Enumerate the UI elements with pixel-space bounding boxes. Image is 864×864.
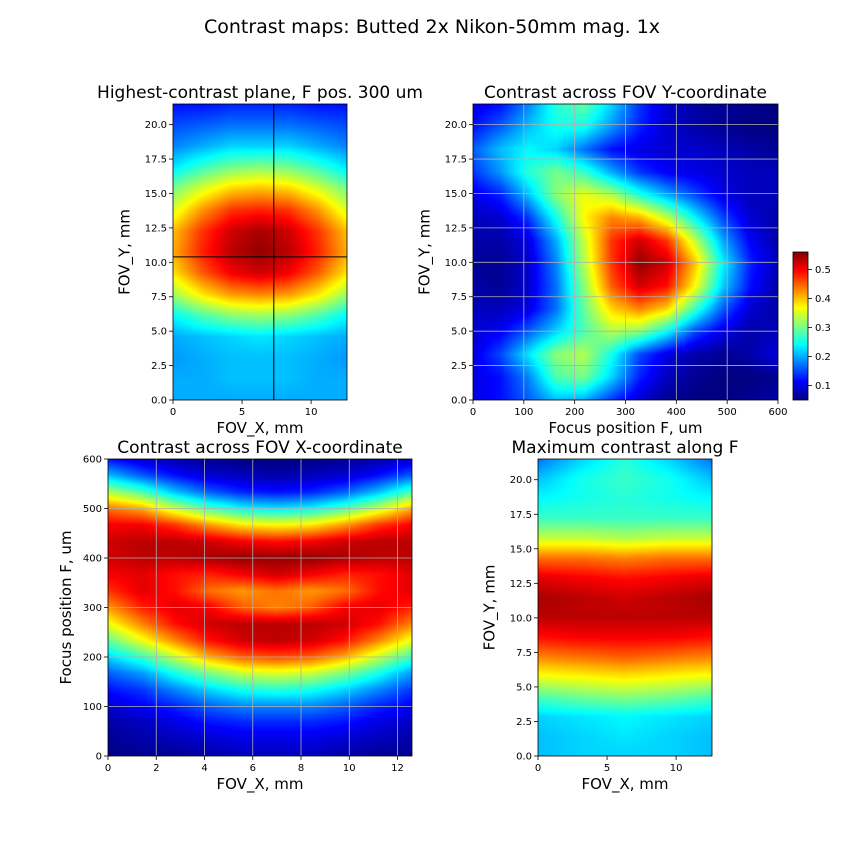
subplot-along-y: 0 100 200 300 400 500 600 0.0 2.5 5.0 7.5 10.0 12.5 1… [415,83,787,437]
y-tick-label: 20.0 [445,120,467,131]
subplot-title: Contrast across FOV X-coordinate [117,438,402,458]
y-tick-label: 17.5 [510,510,532,521]
y-tick-label: 2.5 [151,361,167,372]
x-axis-label: Focus position F, um [548,419,702,437]
y-axis-label: FOV_Y, mm [480,565,499,651]
y-tick-label: 15.0 [145,189,167,200]
subplot-title: Maximum contrast along F [512,438,739,458]
y-tick-label: 0.0 [151,396,167,407]
colorbar-gradient [793,252,808,400]
y-tick-label: 12.5 [445,223,467,234]
x-tick-label: 400 [667,407,686,418]
y-tick-label: 400 [83,554,102,565]
x-tick-label: 5 [239,407,245,418]
colorbar-tick-label: 0.5 [815,265,831,276]
subplots-layer: 0 5 100.02.55.07.510.012.515.017.520.0High… [57,83,831,794]
x-tick-label: 600 [768,407,787,418]
y-tick-label: 10.0 [445,258,467,269]
y-tick-label: 7.5 [516,648,532,659]
y-tick-label: 0.0 [516,752,532,763]
y-tick-label: 100 [83,702,102,713]
subplot-title: Highest-contrast plane, F pos. 300 um [97,83,423,103]
y-tick-label: 2.5 [516,717,532,728]
x-tick-label: 10 [670,763,683,774]
colorbar-frame [792,251,809,401]
x-tick-label: 4 [201,763,207,774]
x-tick-label: 12 [391,763,404,774]
y-axis-label: FOV_Y, mm [415,209,434,295]
y-tick-label: 2.5 [451,361,467,372]
x-tick-label: 100 [514,407,533,418]
x-tick-label: 6 [250,763,256,774]
y-tick-label: 0.0 [451,396,467,407]
y-tick-label: 500 [83,504,102,515]
y-tick-label: 10.0 [145,258,167,269]
y-tick-label: 7.5 [451,292,467,303]
y-axis-label: FOV_Y, mm [115,209,134,295]
y-tick-label: 300 [83,603,102,614]
y-tick-label: 17.5 [445,155,467,166]
y-tick-label: 600 [83,455,102,466]
x-tick-label: 5 [604,763,610,774]
x-tick-label: 500 [718,407,737,418]
x-tick-label: 0 [170,407,176,418]
y-tick-label: 20.0 [510,475,532,486]
x-tick-label: 0 [470,407,476,418]
subplot-best-plane: 0 5 10 0.0 2.5 5.0 7.5 10.0 12.5 15.0 17.5 20.0 High… [97,83,423,438]
y-tick-label: 5.0 [451,327,467,338]
x-tick-label: 8 [298,763,304,774]
axes-frame [537,458,713,757]
y-tick-label: 15.0 [445,189,467,200]
x-tick-label: 300 [616,407,635,418]
y-tick-label: 5.0 [151,327,167,338]
y-tick-label: 10.0 [510,613,532,624]
y-tick-label: 7.5 [151,292,167,303]
x-tick-label: 0 [105,763,111,774]
x-axis-label: FOV_X, mm [217,419,304,438]
axes-frame [172,103,348,401]
y-tick-label: 17.5 [145,155,167,166]
x-tick-label: 10 [305,407,318,418]
colorbar-tick-label: 0.3 [815,323,831,334]
y-tick-label: 200 [83,653,102,664]
y-tick-label: 12.5 [510,579,532,590]
x-axis-label: FOV_X, mm [217,775,304,794]
x-tick-label: 10 [343,763,356,774]
y-tick-label: 12.5 [145,223,167,234]
colorbar-tick-label: 0.1 [815,381,831,392]
subplot-max-along-f: 0 5 10 0.0 2.5 5.0 7.5 10.0 12.5 15.0 17.5 20.0 Maxi… [480,438,738,794]
colorbar-tick-label: 0.2 [815,352,831,363]
x-axis-label: FOV_X, mm [582,775,669,794]
heatmap-image [173,104,347,400]
x-tick-label: 0 [535,763,541,774]
y-tick-label: 15.0 [510,544,532,555]
y-tick-label: 20.0 [145,120,167,131]
y-tick-label: 0 [96,752,102,763]
subplot-title: Contrast across FOV Y-coordinate [484,83,767,103]
colorbar: 0.1 0.2 0.3 0.4 0.5 [792,251,831,401]
heatmap-image [538,459,712,756]
y-axis-label: Focus position F, um [57,530,75,684]
colorbar-tick-label: 0.4 [815,294,831,305]
x-tick-label: 2 [153,763,159,774]
subplot-along-x: 0 2 4 6 8 10 12 0 100 200 300 400 500 600 Contrast acr… [57,438,413,794]
x-tick-label: 200 [565,407,584,418]
figure-suptitle: Contrast maps: Butted 2x Nikon-50mm mag.… [204,16,660,38]
y-tick-label: 5.0 [516,682,532,693]
